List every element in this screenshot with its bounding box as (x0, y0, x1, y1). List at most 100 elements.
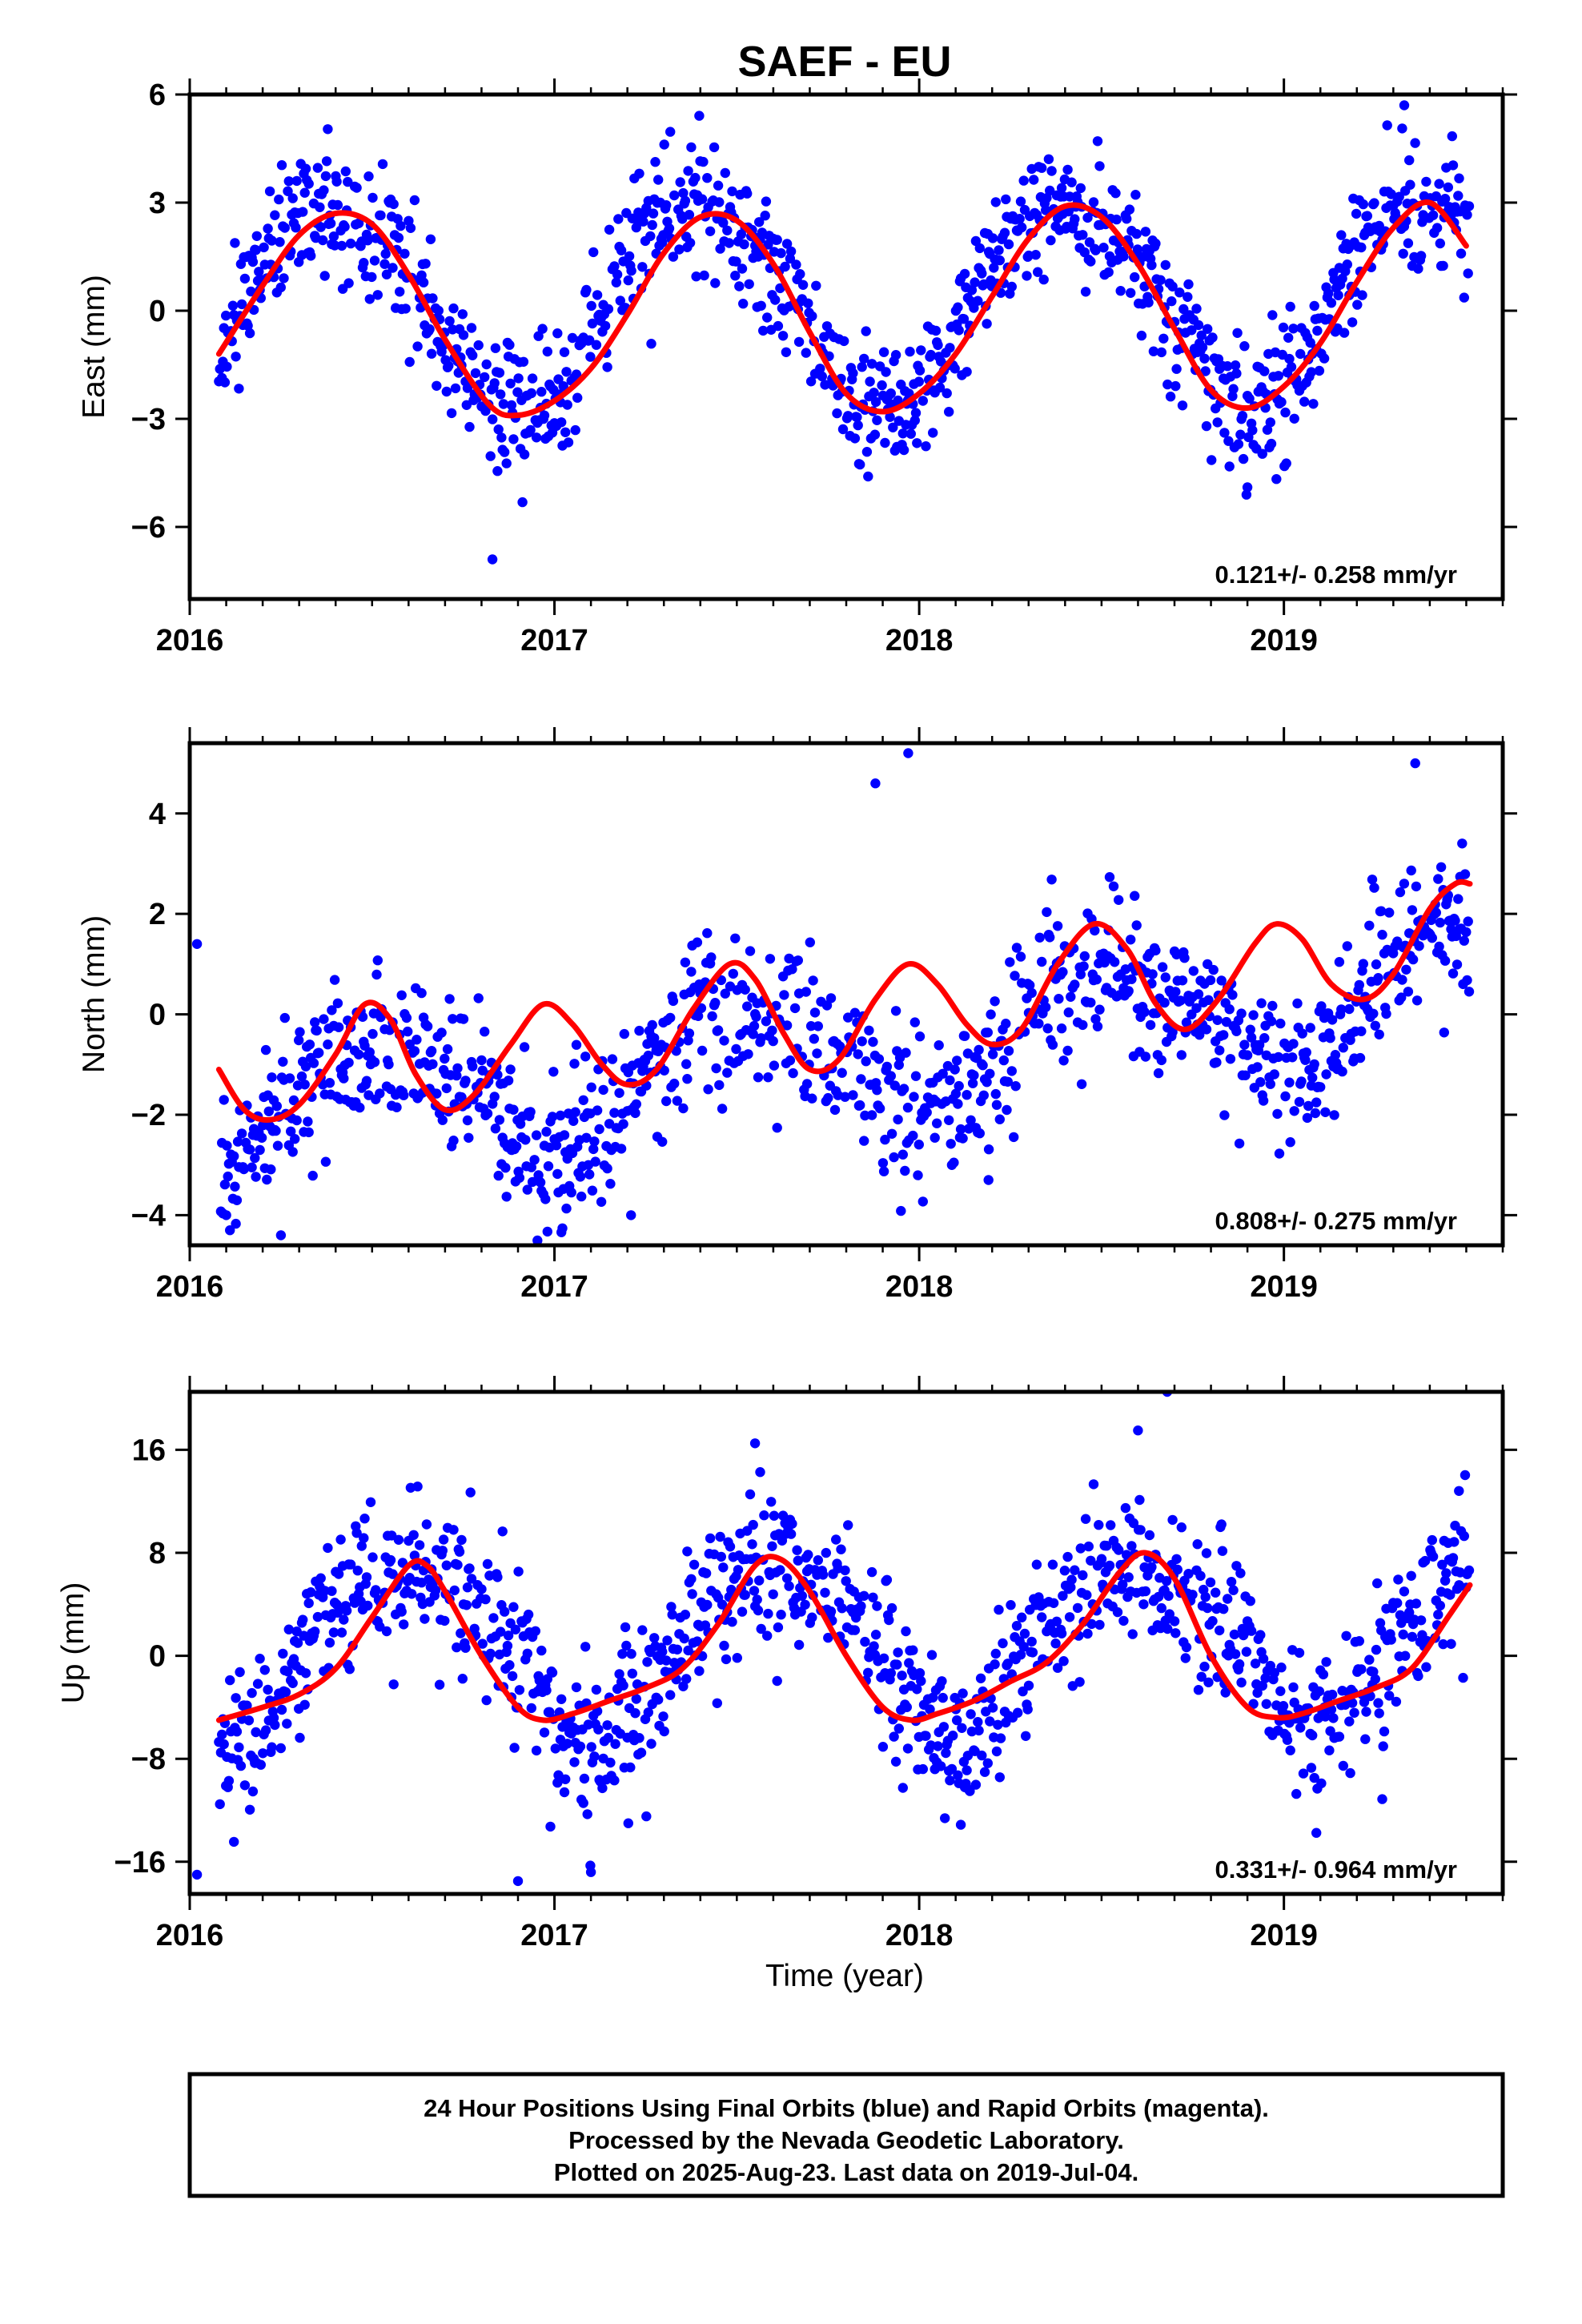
data-point (1301, 1047, 1311, 1058)
data-point (311, 1025, 322, 1036)
data-point (1434, 179, 1444, 189)
data-point (1203, 324, 1213, 334)
data-point (853, 420, 863, 431)
data-point (817, 1570, 829, 1580)
data-point (1212, 1015, 1223, 1026)
data-point (287, 1678, 298, 1688)
data-point (1399, 879, 1410, 889)
data-point (283, 1624, 294, 1634)
data-point (982, 1027, 994, 1038)
data-point (610, 1739, 620, 1749)
data-point (970, 277, 980, 287)
data-point (720, 167, 730, 179)
data-point (333, 1022, 344, 1032)
data-point (1018, 1642, 1029, 1652)
data-point (1009, 1132, 1019, 1143)
data-point (618, 1119, 628, 1129)
data-point (1411, 1598, 1422, 1609)
data-point (698, 156, 709, 167)
data-point (604, 224, 615, 235)
data-point (1446, 924, 1456, 935)
data-point (766, 1497, 777, 1507)
data-point (1410, 138, 1420, 148)
data-point (958, 1133, 968, 1144)
data-point (758, 325, 769, 336)
data-point (440, 1615, 450, 1626)
data-point (760, 211, 770, 221)
data-point (278, 1648, 288, 1659)
data-point (646, 1739, 656, 1749)
data-point (787, 1518, 797, 1530)
data-point (901, 1626, 911, 1637)
data-point (234, 384, 244, 394)
data-point (751, 1011, 761, 1022)
data-point (731, 256, 741, 267)
data-point (815, 364, 825, 374)
data-point (781, 239, 793, 249)
data-point (283, 1667, 293, 1677)
data-point (485, 451, 496, 461)
data-point (1027, 1647, 1038, 1658)
data-point (886, 1602, 897, 1614)
data-point (946, 1763, 958, 1775)
data-point (1464, 201, 1475, 211)
data-point (1278, 322, 1289, 333)
data-point (1244, 393, 1255, 404)
data-point (1404, 1607, 1415, 1618)
data-point (1191, 304, 1202, 314)
data-point (1241, 1647, 1252, 1657)
data-point (332, 199, 343, 211)
x-tick-label: 2018 (885, 1270, 954, 1304)
data-point (246, 286, 256, 297)
data-point (1439, 1575, 1451, 1586)
data-point (623, 275, 633, 286)
data-point (953, 302, 963, 312)
data-point (1312, 325, 1323, 336)
data-point (462, 1582, 473, 1593)
data-point (718, 218, 729, 228)
data-point (763, 1608, 773, 1619)
data-point (788, 1068, 798, 1079)
data-point (909, 1092, 919, 1102)
data-point (880, 437, 890, 448)
data-point (612, 269, 623, 279)
data-point (1349, 1707, 1359, 1718)
data-point (1134, 1494, 1145, 1506)
data-point (388, 1679, 399, 1690)
data-point (227, 300, 239, 311)
data-point (625, 1762, 636, 1773)
data-point (938, 1722, 950, 1732)
data-point (1401, 964, 1411, 975)
data-point (1327, 1689, 1338, 1700)
data-point (949, 1157, 959, 1168)
data-point (937, 1676, 947, 1687)
data-point (1037, 163, 1047, 173)
data-point (1112, 1606, 1123, 1618)
data-point (1373, 1698, 1383, 1708)
data-point (1195, 1570, 1206, 1582)
data-point (343, 1057, 354, 1068)
data-point (772, 1123, 782, 1133)
data-point (950, 1088, 962, 1099)
data-point (331, 176, 342, 187)
data-point (1104, 1560, 1115, 1571)
data-point (1281, 458, 1291, 468)
data-point (492, 466, 503, 476)
footer-line-2: Processed by the Nevada Geodetic Laborat… (568, 2126, 1124, 2154)
data-point (464, 421, 475, 432)
data-point (600, 320, 611, 332)
data-point (916, 1675, 926, 1687)
data-point (562, 1739, 572, 1749)
data-point (481, 1695, 492, 1706)
data-point (1338, 1760, 1349, 1771)
fit-line (215, 879, 1473, 1123)
data-point (762, 1630, 773, 1641)
data-point (1320, 1711, 1331, 1722)
data-point (650, 157, 661, 167)
data-point (1320, 1107, 1331, 1118)
data-point (793, 336, 805, 348)
data-point (1126, 935, 1136, 945)
data-point (944, 407, 954, 417)
data-point (1236, 1677, 1247, 1688)
